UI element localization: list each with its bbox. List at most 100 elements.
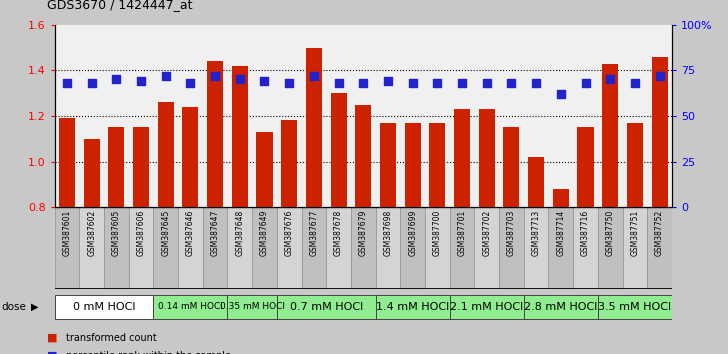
Bar bbox=[133, 127, 149, 207]
Bar bbox=[499, 207, 523, 289]
Bar bbox=[548, 207, 573, 289]
Bar bbox=[154, 207, 178, 289]
Text: GSM387701: GSM387701 bbox=[457, 210, 467, 256]
Text: ■: ■ bbox=[47, 333, 58, 343]
Bar bbox=[523, 207, 548, 289]
Bar bbox=[55, 295, 154, 319]
Bar bbox=[573, 207, 598, 289]
Bar bbox=[355, 104, 371, 207]
Text: 0.7 mM HOCl: 0.7 mM HOCl bbox=[290, 302, 363, 312]
Point bbox=[456, 80, 468, 86]
Text: GSM387677: GSM387677 bbox=[309, 210, 318, 256]
Text: GSM387679: GSM387679 bbox=[359, 210, 368, 256]
Bar bbox=[503, 127, 520, 207]
Bar bbox=[55, 207, 79, 289]
Point bbox=[333, 80, 344, 86]
Text: transformed count: transformed count bbox=[66, 333, 157, 343]
Bar bbox=[430, 123, 446, 207]
Text: GSM387648: GSM387648 bbox=[235, 210, 245, 256]
Point bbox=[555, 91, 566, 97]
Bar bbox=[256, 132, 272, 207]
Bar bbox=[450, 207, 475, 289]
Bar bbox=[577, 127, 593, 207]
Text: GSM387750: GSM387750 bbox=[606, 210, 614, 256]
Point bbox=[209, 73, 221, 79]
Bar bbox=[59, 118, 75, 207]
Text: ■: ■ bbox=[47, 351, 58, 354]
Text: GSM387602: GSM387602 bbox=[87, 210, 96, 256]
Point bbox=[382, 79, 394, 84]
Text: 3.5 mM HOCl: 3.5 mM HOCl bbox=[598, 302, 671, 312]
Point bbox=[604, 76, 616, 82]
Bar bbox=[376, 295, 450, 319]
Bar bbox=[528, 157, 544, 207]
Bar bbox=[306, 47, 322, 207]
Text: GSM387645: GSM387645 bbox=[161, 210, 170, 256]
Text: GSM387646: GSM387646 bbox=[186, 210, 195, 256]
Text: GSM387702: GSM387702 bbox=[482, 210, 491, 256]
Bar bbox=[84, 139, 100, 207]
Bar bbox=[425, 207, 450, 289]
Text: 1.4 mM HOCl: 1.4 mM HOCl bbox=[376, 302, 449, 312]
Bar bbox=[277, 295, 376, 319]
Bar bbox=[129, 207, 154, 289]
Bar bbox=[178, 207, 203, 289]
Point bbox=[506, 80, 518, 86]
Bar bbox=[450, 295, 523, 319]
Text: GSM387678: GSM387678 bbox=[334, 210, 343, 256]
Point bbox=[86, 80, 98, 86]
Bar bbox=[203, 207, 227, 289]
Point bbox=[111, 76, 122, 82]
Bar bbox=[376, 207, 400, 289]
Bar bbox=[598, 207, 622, 289]
Bar bbox=[183, 107, 199, 207]
Text: GSM387716: GSM387716 bbox=[581, 210, 590, 256]
Bar bbox=[523, 295, 598, 319]
Text: GSM387647: GSM387647 bbox=[210, 210, 220, 256]
Text: GSM387703: GSM387703 bbox=[507, 210, 516, 256]
Text: GSM387700: GSM387700 bbox=[433, 210, 442, 256]
Bar bbox=[277, 207, 301, 289]
Text: GSM387714: GSM387714 bbox=[556, 210, 566, 256]
Bar bbox=[207, 61, 223, 207]
Bar bbox=[252, 207, 277, 289]
Text: ▶: ▶ bbox=[31, 302, 39, 312]
Text: GSM387676: GSM387676 bbox=[285, 210, 293, 256]
Bar bbox=[475, 207, 499, 289]
Text: GSM387713: GSM387713 bbox=[531, 210, 541, 256]
Point bbox=[185, 80, 197, 86]
Bar bbox=[301, 207, 326, 289]
Point bbox=[530, 80, 542, 86]
Text: 0.14 mM HOCl: 0.14 mM HOCl bbox=[158, 302, 223, 311]
Text: dose: dose bbox=[1, 302, 26, 312]
Bar bbox=[154, 295, 227, 319]
Point bbox=[481, 80, 493, 86]
Point bbox=[407, 80, 419, 86]
Bar bbox=[158, 102, 174, 207]
Point bbox=[283, 80, 295, 86]
Bar bbox=[598, 295, 672, 319]
Bar bbox=[227, 295, 277, 319]
Bar bbox=[602, 63, 618, 207]
Point bbox=[234, 76, 245, 82]
Point bbox=[308, 73, 320, 79]
Point bbox=[135, 79, 147, 84]
Bar bbox=[380, 123, 396, 207]
Bar bbox=[622, 207, 647, 289]
Bar bbox=[281, 120, 297, 207]
Bar bbox=[400, 207, 425, 289]
Point bbox=[160, 73, 172, 79]
Bar bbox=[104, 207, 129, 289]
Point bbox=[258, 79, 270, 84]
Text: GSM387605: GSM387605 bbox=[112, 210, 121, 256]
Text: 0 mM HOCl: 0 mM HOCl bbox=[73, 302, 135, 312]
Text: GSM387698: GSM387698 bbox=[384, 210, 392, 256]
Bar bbox=[454, 109, 470, 207]
Point bbox=[432, 80, 443, 86]
Text: 2.8 mM HOCl: 2.8 mM HOCl bbox=[524, 302, 598, 312]
Text: GSM387601: GSM387601 bbox=[63, 210, 71, 256]
Bar bbox=[232, 66, 248, 207]
Bar bbox=[108, 127, 124, 207]
Text: GSM387699: GSM387699 bbox=[408, 210, 417, 256]
Bar bbox=[227, 207, 252, 289]
